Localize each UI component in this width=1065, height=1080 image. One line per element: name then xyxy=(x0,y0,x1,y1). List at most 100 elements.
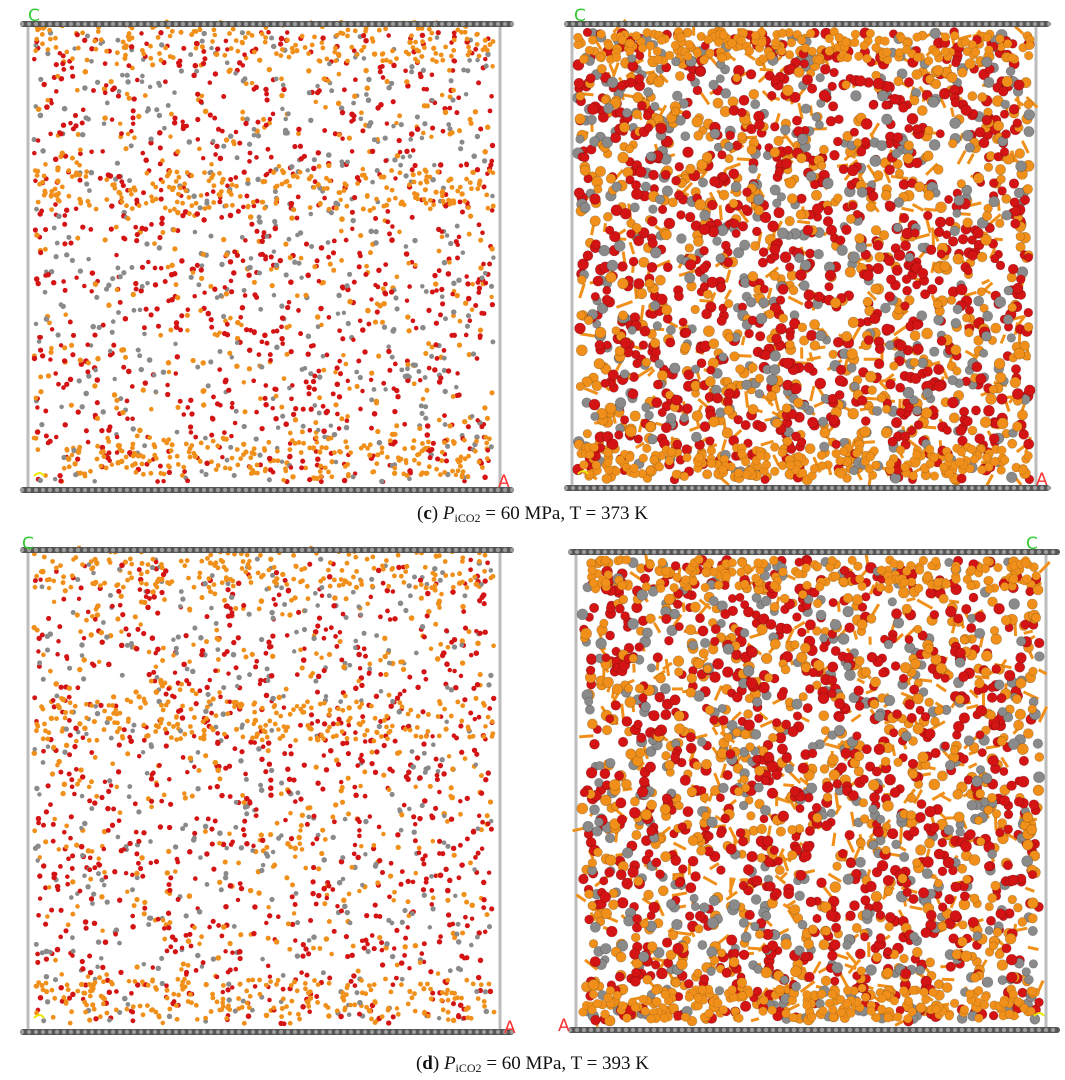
graphene-atom xyxy=(355,21,361,27)
oil-atom xyxy=(889,361,899,371)
oil-atom xyxy=(364,85,371,91)
oxygen-atom xyxy=(185,307,191,313)
carbon-atom xyxy=(128,143,134,149)
oil-atom xyxy=(227,350,233,356)
oil-atom xyxy=(605,271,617,284)
carbon-atom xyxy=(279,303,285,309)
oil-atom xyxy=(435,169,441,175)
oil-atom xyxy=(588,35,598,45)
oxygen-atom xyxy=(857,395,868,406)
oxygen-atom xyxy=(832,136,843,147)
oxygen-atom xyxy=(410,318,416,324)
oil-atom xyxy=(333,45,338,51)
oxygen-atom xyxy=(226,387,232,393)
oxygen-atom xyxy=(70,332,77,338)
oil-atom xyxy=(925,444,935,454)
oil-atom xyxy=(882,404,892,414)
oil-atom xyxy=(1007,302,1018,313)
carbon-atom xyxy=(116,310,121,315)
oil-atom xyxy=(273,185,278,190)
oxygen-atom xyxy=(823,205,834,216)
oxygen-atom xyxy=(279,324,284,330)
oxygen-atom xyxy=(374,309,380,315)
carbon-atom xyxy=(877,90,889,102)
oil-atom xyxy=(200,251,206,257)
carbon-atom xyxy=(488,283,495,289)
graphene-atom xyxy=(152,21,158,27)
oxygen-atom xyxy=(264,97,270,103)
graphene-atom xyxy=(481,487,487,493)
oil-atom xyxy=(699,55,709,65)
oxygen-atom xyxy=(644,123,654,133)
oxygen-atom xyxy=(198,267,204,273)
oxygen-atom xyxy=(628,256,639,267)
oil-atom xyxy=(287,430,293,436)
oxygen-atom xyxy=(56,381,61,387)
oil-atom xyxy=(380,58,386,64)
oil-atom xyxy=(206,178,212,184)
oil-atom xyxy=(611,326,621,336)
oil-atom xyxy=(584,45,595,56)
oxygen-atom xyxy=(187,424,194,430)
oxygen-atom xyxy=(119,131,124,136)
oxygen-atom xyxy=(779,251,792,264)
oil-atom xyxy=(706,458,717,469)
carbon-atom xyxy=(373,240,379,246)
oil-atom xyxy=(828,349,838,359)
oil-atom xyxy=(935,201,947,214)
carbon-atom xyxy=(274,344,280,351)
carbon-atom xyxy=(718,352,728,362)
oxygen-atom xyxy=(458,163,464,168)
oil-atom xyxy=(33,48,39,54)
oxygen-atom xyxy=(636,100,647,111)
oil-atom xyxy=(769,270,780,281)
oxygen-atom xyxy=(349,119,354,124)
oil-bond xyxy=(963,290,977,298)
carbon-atom xyxy=(328,423,334,428)
oil-atom xyxy=(130,441,136,447)
oxygen-atom xyxy=(403,68,408,74)
oxygen-atom xyxy=(255,119,261,125)
carbon-atom xyxy=(345,159,350,165)
oxygen-atom xyxy=(349,149,355,154)
oxygen-atom xyxy=(942,425,952,435)
oxygen-atom xyxy=(60,53,66,59)
oil-atom xyxy=(49,188,55,194)
oxygen-atom xyxy=(383,262,389,267)
oil-atom xyxy=(119,195,124,200)
oil-atom xyxy=(785,339,795,350)
oxygen-atom xyxy=(810,179,820,190)
oxygen-atom xyxy=(209,324,215,330)
carbon-atom xyxy=(697,177,709,188)
carbon-atom xyxy=(117,274,123,280)
carbon-atom xyxy=(39,421,45,428)
oil-atom xyxy=(297,169,303,175)
carbon-atom xyxy=(156,112,163,119)
carbon-atom xyxy=(55,332,61,338)
oxygen-atom xyxy=(129,128,134,134)
oil-atom xyxy=(394,120,399,126)
oil-atom xyxy=(320,45,326,51)
oil-atom xyxy=(291,207,297,213)
oil-atom xyxy=(240,40,246,46)
oil-atom xyxy=(193,200,199,206)
oil-atom xyxy=(286,54,292,60)
graphene-atom xyxy=(313,21,319,27)
oxygen-atom xyxy=(380,75,386,80)
oxygen-atom xyxy=(467,318,473,324)
carbon-atom xyxy=(328,209,335,216)
oxygen-atom xyxy=(773,207,785,219)
graphene-atom xyxy=(418,487,424,493)
oxygen-atom xyxy=(912,124,922,134)
oxygen-atom xyxy=(997,186,1007,196)
carbon-atom xyxy=(289,164,295,170)
oxygen-atom xyxy=(935,129,945,139)
carbon-atom xyxy=(474,133,481,140)
carbon-atom xyxy=(403,173,409,179)
oil-bond xyxy=(615,300,634,309)
oil-atom xyxy=(631,31,642,41)
oil-atom xyxy=(797,322,808,333)
oil-atom xyxy=(178,29,184,35)
oxygen-atom xyxy=(642,110,653,121)
oil-atom xyxy=(618,310,629,321)
